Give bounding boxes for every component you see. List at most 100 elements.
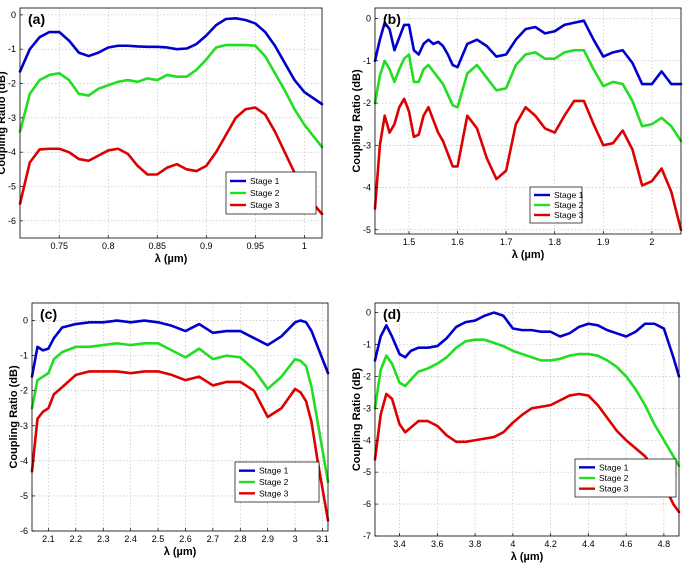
series-line-stage-1 (30, 319, 330, 378)
x-tick-label: 2.7 (207, 534, 220, 544)
legend-label-stage-3: Stage 3 (599, 484, 629, 494)
y-tick-label: -4 (8, 147, 16, 157)
y-tick-label: -5 (363, 225, 371, 235)
y-tick-label: -2 (363, 371, 371, 381)
y-axis-label: Coupling Ratio (dB) (351, 69, 363, 173)
y-tick-label: -6 (363, 499, 371, 509)
series-line-stage-2 (18, 43, 324, 149)
y-axis-label: Coupling Ratio (dB) (8, 365, 20, 469)
plot-frame (374, 7, 682, 235)
x-tick-label: 3 (293, 534, 298, 544)
plot-frame (19, 7, 323, 239)
x-tick-label: 3.6 (431, 539, 444, 549)
y-tick-label: -3 (363, 403, 371, 413)
x-tick-label: 0.95 (247, 241, 265, 251)
y-tick-label: 0 (11, 10, 16, 20)
x-tick-label: 4.2 (544, 539, 557, 549)
legend-label-stage-2: Stage 2 (599, 473, 629, 483)
x-tick-label: 4.6 (620, 539, 633, 549)
legend-label-stage-3: Stage 3 (554, 210, 584, 220)
series-line-stage-1 (373, 19, 683, 86)
x-axis-label: λ (µm) (511, 551, 544, 563)
panel-label: (c) (40, 306, 57, 322)
x-axis-label: λ (µm) (164, 546, 197, 558)
x-tick-label: 3.1 (316, 534, 329, 544)
y-tick-label: -4 (20, 456, 28, 466)
series-line-stage-2 (373, 48, 683, 143)
y-tick-label: -4 (363, 435, 371, 445)
y-tick-label: -4 (363, 183, 371, 193)
y-tick-label: -1 (363, 56, 371, 66)
x-tick-label: 3.8 (469, 539, 482, 549)
y-tick-label: 0 (23, 316, 28, 326)
panel-a: 0.75 0.8 0.85 0.9 0.95 1 0 -1 -2 -3 -4 -5 -6 λ (µm) Co… (0, 7, 324, 265)
series-line-stage-1 (373, 311, 681, 378)
plot-area (375, 8, 681, 234)
panel-b: 1.5 1.6 1.7 1.8 1.9 2 0 -1 -2 -3 -4 -5 λ (µm) Couplin… (351, 7, 683, 261)
panel-d: 3.4 3.6 3.8 4 4.2 4.4 4.6 4.8 0 -1 -2 -3 -4 -5 -6 -7 λ (… (351, 302, 681, 563)
x-tick-label: 2.3 (97, 534, 110, 544)
legend-label-stage-2: Stage 2 (259, 477, 289, 487)
x-tick-label: 2.9 (261, 534, 274, 544)
y-tick-label: 0 (366, 14, 371, 24)
legend-label-stage-1: Stage 1 (259, 466, 289, 476)
y-tick-label: 0 (366, 308, 371, 318)
x-tick-label: 4.4 (582, 539, 595, 549)
y-tick-label: -1 (8, 44, 16, 54)
legend-label-stage-1: Stage 1 (599, 462, 629, 472)
x-tick-label: 0.9 (200, 241, 213, 251)
x-tick-label: 2.6 (179, 534, 192, 544)
x-tick-label: 2.5 (152, 534, 165, 544)
x-tick-label: 0.75 (50, 241, 68, 251)
plot-frame (31, 302, 329, 532)
x-tick-label: 4 (510, 539, 515, 549)
y-tick-label: -5 (20, 491, 28, 501)
x-tick-label: 1.9 (597, 237, 610, 247)
legend-label-stage-1: Stage 1 (554, 190, 584, 200)
legend-label-stage-3: Stage 3 (250, 200, 280, 210)
y-tick-label: -2 (8, 79, 16, 89)
series-line-stage-2 (373, 338, 681, 468)
y-tick-label: -3 (20, 421, 28, 431)
y-tick-label: -3 (363, 140, 371, 150)
legend-label-stage-2: Stage 2 (554, 200, 584, 210)
plot-area (375, 303, 679, 536)
y-axis-label: Coupling Ratio (dB) (351, 368, 363, 472)
x-tick-label: 2.8 (234, 534, 247, 544)
y-tick-label: -3 (8, 113, 16, 123)
series-line-stage-3 (373, 392, 681, 514)
x-axis-label: λ (µm) (512, 249, 545, 261)
x-tick-label: 1.7 (500, 237, 513, 247)
panel-label: (b) (383, 11, 401, 27)
series-line-stage-1 (18, 16, 324, 106)
x-tick-label: 2.1 (42, 534, 55, 544)
x-tick-label: 1.5 (403, 237, 416, 247)
legend-label-stage-1: Stage 1 (250, 176, 280, 186)
x-tick-label: 0.85 (149, 241, 167, 251)
y-axis-label: Coupling Ratio (dB) (0, 71, 8, 175)
x-tick-label: 2 (649, 237, 654, 247)
y-tick-label: -2 (20, 386, 28, 396)
x-tick-label: 0.8 (102, 241, 115, 251)
y-tick-label: -1 (363, 339, 371, 349)
legend: Stage 1 Stage 2 Stage 3 (225, 171, 317, 215)
x-tick-label: 1 (302, 241, 307, 251)
legend-label-stage-3: Stage 3 (259, 488, 289, 498)
plot-frame (374, 302, 680, 537)
y-tick-label: -5 (8, 182, 16, 192)
legend-label-stage-2: Stage 2 (250, 188, 280, 198)
y-tick-label: -6 (8, 216, 16, 226)
series-line-stage-3 (18, 106, 324, 216)
y-tick-label: -6 (20, 526, 28, 536)
y-tick-label: -1 (20, 351, 28, 361)
series-line-stage-2 (30, 342, 330, 484)
y-tick-label: -2 (363, 98, 371, 108)
x-tick-label: 1.8 (548, 237, 561, 247)
x-tick-label: 2.2 (70, 534, 83, 544)
panel-label: (d) (383, 306, 401, 322)
x-tick-label: 4.8 (658, 539, 671, 549)
panel-c: 2.1 2.2 2.3 2.4 2.5 2.6 2.7 2.8 2.9 3 3.1 0 -1 -2 -3 -4… (8, 302, 330, 558)
